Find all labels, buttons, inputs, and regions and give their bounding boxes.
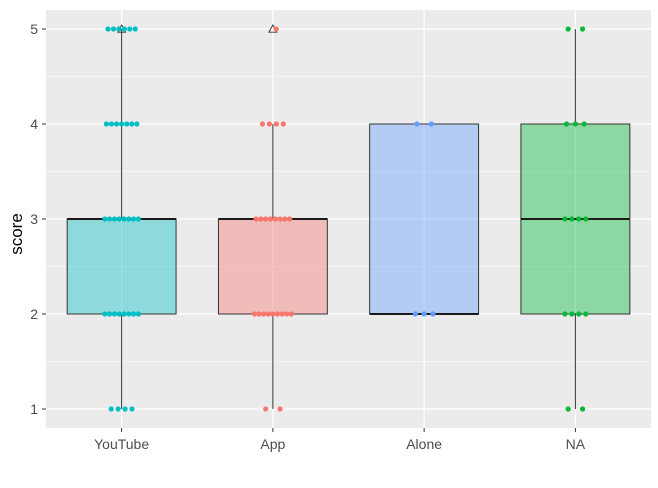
- data-point: [562, 216, 568, 222]
- y-tick-label: 1: [30, 401, 38, 417]
- data-point: [576, 216, 582, 222]
- data-point: [263, 406, 269, 412]
- data-point: [251, 311, 258, 317]
- data-point: [102, 216, 108, 222]
- data-point: [132, 26, 138, 32]
- data-point: [267, 216, 274, 222]
- data-point: [107, 216, 113, 222]
- data-point: [253, 216, 259, 222]
- data-point: [126, 216, 132, 222]
- data-point: [277, 406, 283, 412]
- data-point: [579, 26, 586, 32]
- data-point: [428, 121, 434, 127]
- data-point: [565, 406, 571, 412]
- data-point: [284, 311, 290, 317]
- data-point: [280, 121, 286, 127]
- data-point: [131, 311, 137, 317]
- data-point: [105, 26, 111, 32]
- x-tick-label: YouTube: [94, 436, 149, 452]
- data-point: [572, 121, 578, 127]
- data-point: [263, 216, 269, 222]
- data-point: [124, 121, 130, 127]
- data-point: [108, 121, 115, 127]
- data-point: [258, 216, 264, 222]
- x-tick-label: NA: [566, 436, 586, 452]
- data-point: [127, 26, 133, 32]
- data-point: [412, 311, 418, 317]
- data-point: [134, 121, 140, 127]
- data-point: [122, 406, 128, 412]
- data-point: [576, 311, 582, 317]
- data-point: [135, 311, 142, 317]
- data-point: [116, 216, 122, 222]
- data-point: [115, 406, 121, 412]
- y-tick-label: 5: [30, 21, 38, 37]
- data-point: [274, 311, 281, 317]
- data-point: [266, 121, 273, 127]
- point-layer: [102, 26, 589, 412]
- data-point: [103, 121, 110, 127]
- data-point: [107, 311, 113, 317]
- data-point: [261, 311, 267, 317]
- data-point: [565, 26, 571, 32]
- box-app: [217, 218, 328, 315]
- data-point: [110, 26, 117, 32]
- data-point: [121, 311, 127, 317]
- box-alone: [369, 123, 480, 315]
- y-tick-label: 2: [30, 306, 38, 322]
- data-point: [116, 311, 122, 317]
- data-point: [273, 121, 279, 127]
- data-point: [265, 311, 271, 317]
- data-point: [569, 216, 575, 222]
- x-tick-label: App: [260, 436, 285, 452]
- data-point: [421, 311, 427, 317]
- data-point: [562, 311, 568, 317]
- data-point: [131, 216, 137, 222]
- axis-layer: YouTube App Alone NA 1 2 3 4 5: [30, 21, 586, 452]
- data-point: [270, 311, 276, 317]
- data-point: [581, 121, 587, 127]
- data-point: [135, 216, 142, 222]
- data-point: [430, 311, 436, 317]
- y-tick-label: 4: [30, 116, 38, 132]
- data-point: [129, 406, 135, 412]
- data-point: [116, 26, 122, 32]
- data-point: [108, 406, 114, 412]
- data-point: [288, 311, 294, 317]
- data-point: [579, 406, 586, 412]
- data-point: [414, 121, 420, 127]
- data-point: [119, 121, 125, 127]
- data-point: [279, 311, 285, 317]
- data-point: [259, 121, 266, 127]
- y-tick-label: 3: [30, 211, 38, 227]
- data-point: [563, 121, 570, 127]
- data-point: [583, 216, 589, 222]
- data-point: [111, 216, 118, 222]
- box-youtube: [66, 218, 177, 315]
- data-point: [273, 26, 279, 32]
- data-point: [121, 26, 127, 32]
- data-point: [256, 311, 262, 317]
- data-point: [583, 311, 589, 317]
- data-point: [569, 311, 575, 317]
- data-point: [121, 216, 127, 222]
- y-axis-title: score: [7, 213, 26, 255]
- data-point: [129, 121, 135, 127]
- data-point: [111, 311, 118, 317]
- data-point: [282, 216, 288, 222]
- data-point: [272, 216, 278, 222]
- x-tick-label: Alone: [406, 436, 442, 452]
- data-point: [102, 311, 108, 317]
- data-point: [126, 311, 132, 317]
- data-point: [113, 121, 120, 127]
- data-point: [277, 216, 283, 222]
- data-point: [287, 216, 293, 222]
